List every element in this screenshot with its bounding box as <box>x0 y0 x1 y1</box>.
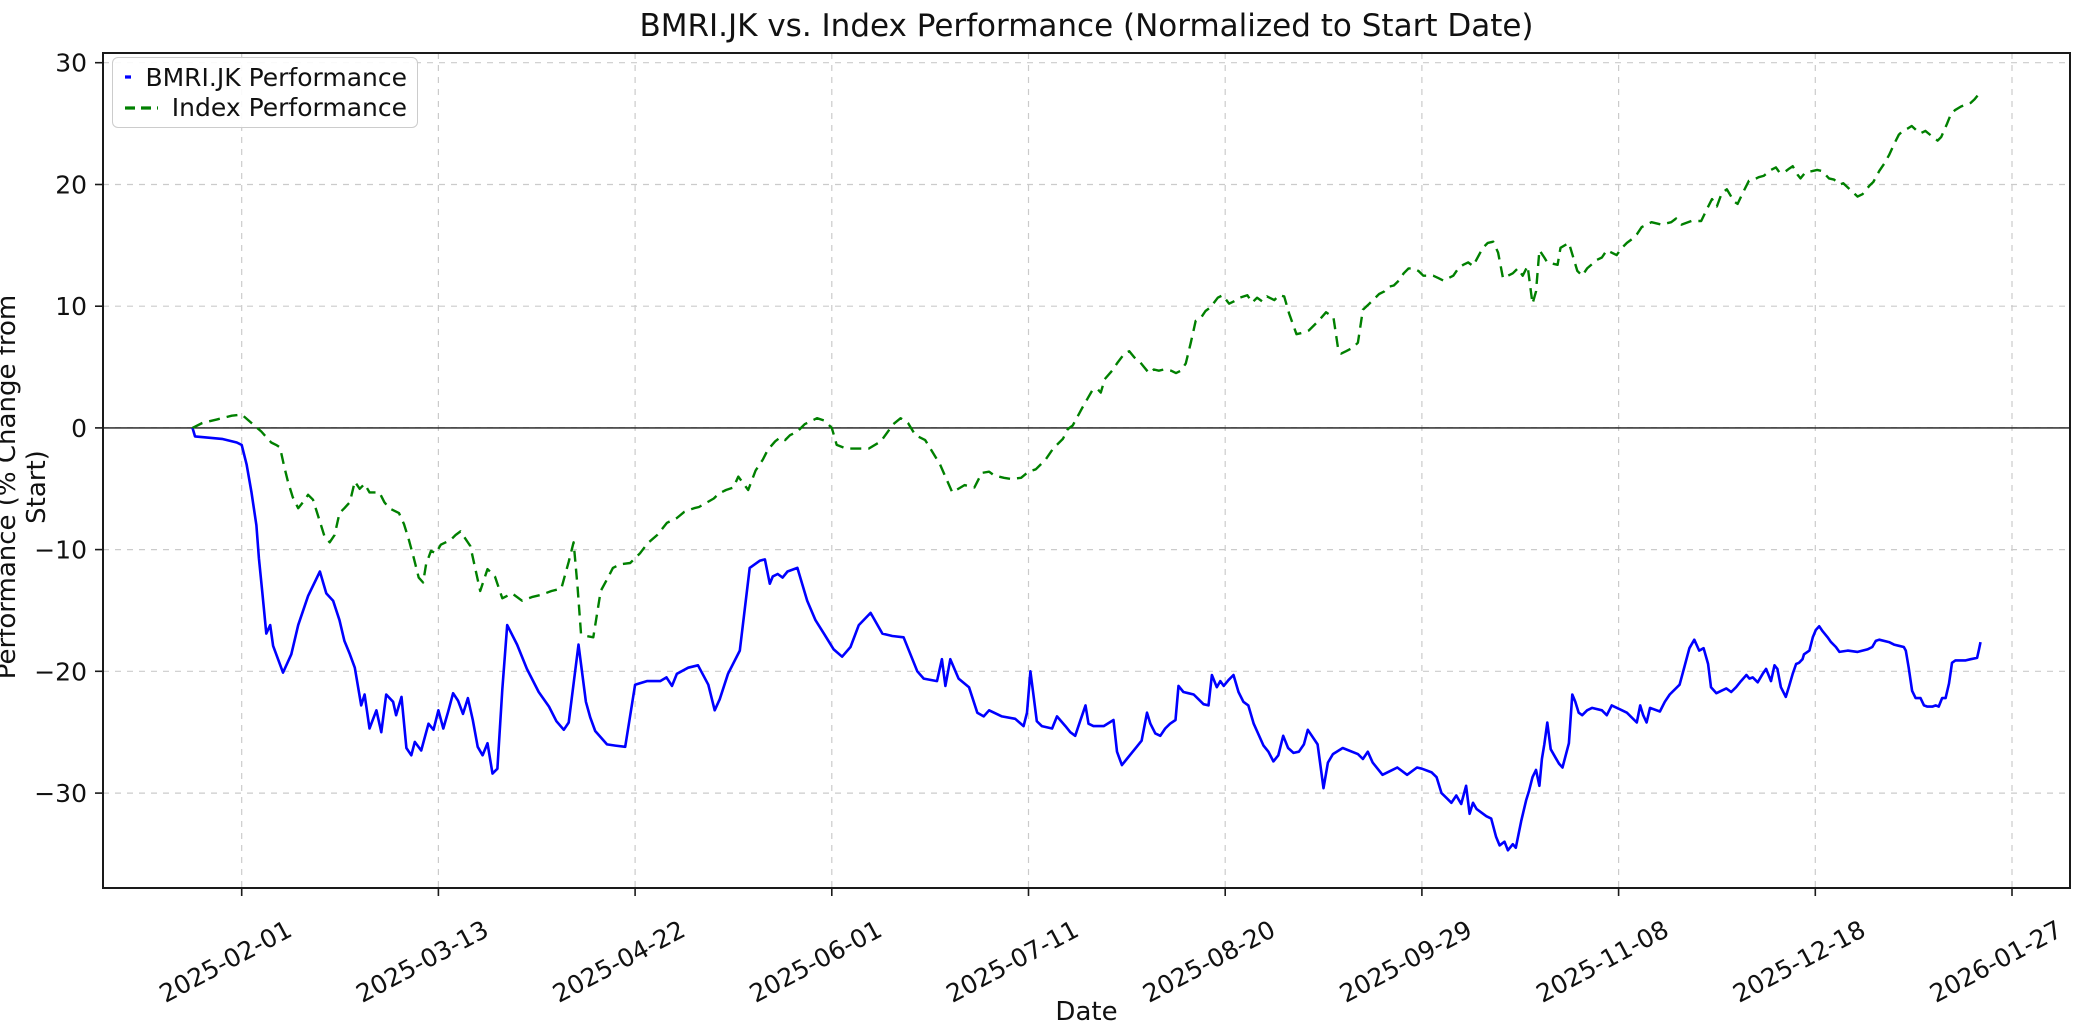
y-tick-label: −10 <box>34 536 87 565</box>
x-axis-label: Date <box>1055 997 1118 1027</box>
x-tick-label: 2025-02-01 <box>155 915 297 1009</box>
series-line-bmri <box>191 427 1982 852</box>
x-tick-label: 2025-08-20 <box>1138 915 1280 1009</box>
y-tick-label: 10 <box>55 292 87 321</box>
legend-label-index: Index Performance <box>171 93 407 123</box>
y-axis-label: Performance (% Change from Start) <box>0 294 52 680</box>
legend-item-bmri: BMRI.JK Performance <box>123 62 407 92</box>
x-tick-label: 2025-09-29 <box>1335 915 1477 1009</box>
y-tick-label: −20 <box>34 657 87 686</box>
y-tick-label: 30 <box>55 49 87 78</box>
plot-border <box>102 52 2071 889</box>
y-tick-label: 0 <box>71 414 87 443</box>
x-tick-label: 2025-11-08 <box>1532 915 1674 1009</box>
x-tick-label: 2026-01-27 <box>1925 915 2067 1009</box>
x-tick-label: 2025-04-22 <box>548 915 690 1009</box>
x-tick-label: 2025-12-18 <box>1728 915 1870 1009</box>
legend-item-index: Index Performance <box>123 93 407 123</box>
chart-title: BMRI.JK vs. Index Performance (Normalize… <box>639 8 1534 44</box>
legend-line-solid-icon <box>125 75 132 79</box>
series-line-index <box>191 91 1982 639</box>
y-tick-label: −30 <box>34 779 87 808</box>
x-tick-label: 2025-03-13 <box>351 915 493 1009</box>
x-tick-label: 2025-06-01 <box>745 915 887 1009</box>
legend-line-dashed-icon <box>125 106 158 110</box>
x-tick-label: 2025-07-11 <box>941 915 1083 1009</box>
y-tick-label: 20 <box>55 171 87 200</box>
legend-label-bmri: BMRI.JK Performance <box>145 62 407 92</box>
legend: BMRI.JK Performance Index Performance <box>112 57 418 128</box>
